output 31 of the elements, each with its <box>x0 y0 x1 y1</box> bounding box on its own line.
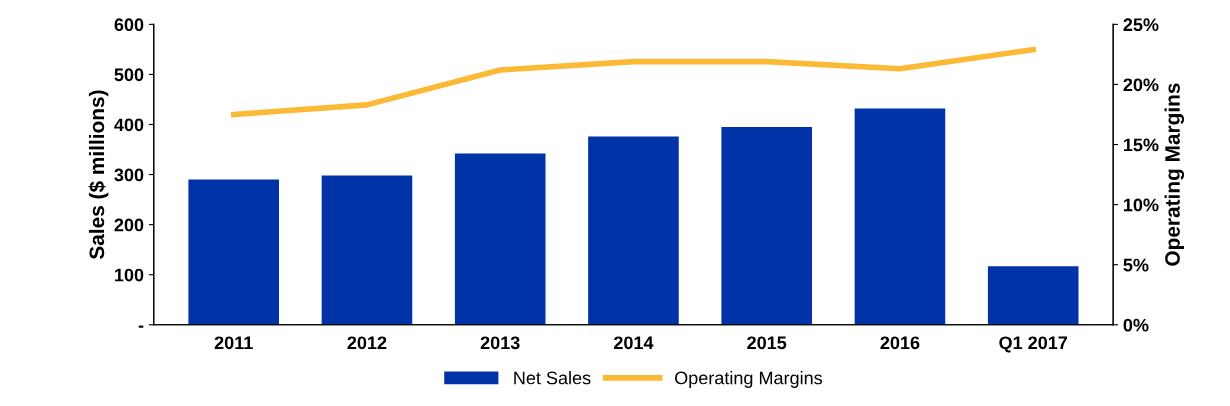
y-tick-label: 300 <box>114 168 144 182</box>
bar <box>721 127 813 325</box>
x-tick-label: 2015 <box>747 336 787 350</box>
x-tick-label: 2014 <box>614 336 654 350</box>
x-tick-label: Q1 2017 <box>999 336 1068 353</box>
y-tick-label: - <box>138 325 144 328</box>
legend-label: Operating Margins <box>675 371 823 388</box>
x-tick-label: 2011 <box>214 336 253 350</box>
bar <box>987 266 1079 325</box>
x-tick-label: 2013 <box>480 336 520 350</box>
x-tick-label: 2012 <box>347 336 387 350</box>
bar <box>588 136 679 325</box>
bar <box>854 108 946 325</box>
y-tick-label: 600 <box>114 18 144 32</box>
y-tick-label: 400 <box>114 118 144 132</box>
y-axis-title: Sales ($ millions) <box>88 90 109 260</box>
y2-tick-label: 0% <box>1123 318 1149 332</box>
y2-axis-title: Operating Margins <box>1164 83 1185 266</box>
y-tick-label: 100 <box>115 268 144 282</box>
bar <box>454 153 546 325</box>
y2-tick-label: 20% <box>1123 78 1159 92</box>
legend-label: Net Sales <box>514 371 591 385</box>
y2-tick-label: 15% <box>1124 138 1159 152</box>
x-tick-label: 2016 <box>880 336 920 350</box>
y2-tick-label: 10% <box>1124 198 1159 212</box>
bar <box>188 179 280 325</box>
y-tick-label: 200 <box>114 218 144 232</box>
y-tick-label: 500 <box>114 68 144 82</box>
y2-tick-label: 5% <box>1123 258 1149 272</box>
y2-tick-label: 25% <box>1123 18 1159 32</box>
bar <box>321 175 413 325</box>
